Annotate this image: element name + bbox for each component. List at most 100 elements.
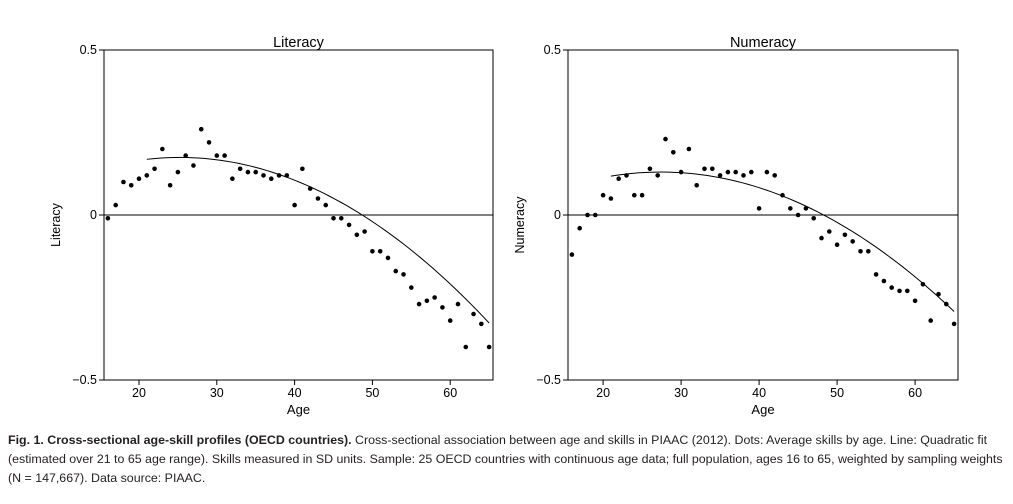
data-point: [608, 196, 614, 201]
x-tick-label: 30: [674, 386, 688, 400]
data-point: [928, 318, 933, 323]
data-point: [850, 239, 855, 244]
quadratic-fit-line: [610, 171, 955, 312]
data-point: [300, 166, 305, 172]
data-point: [671, 150, 676, 155]
data-point: [733, 169, 738, 175]
data-point: [144, 173, 150, 178]
y-tick-label: −0.5: [72, 373, 97, 387]
data-point: [338, 216, 344, 221]
data-point: [113, 202, 118, 208]
y-axis-label: Numeracy: [513, 196, 527, 254]
data-point: [920, 282, 926, 287]
data-point: [866, 249, 871, 254]
y-tick-label: 0: [90, 208, 97, 222]
data-point: [647, 166, 653, 172]
data-point: [323, 202, 329, 208]
data-point: [385, 255, 391, 261]
data-point: [710, 166, 715, 172]
data-point: [936, 291, 941, 297]
panel-literacy: [99, 49, 494, 385]
data-point: [639, 192, 645, 198]
data-point: [616, 176, 621, 181]
data-point: [432, 295, 437, 300]
data-point: [121, 179, 126, 185]
data-point: [717, 173, 723, 178]
data-point: [772, 173, 777, 178]
data-point: [331, 216, 336, 221]
data-point: [268, 176, 274, 181]
data-point: [655, 173, 660, 178]
x-tick-label: 50: [365, 386, 379, 400]
data-point: [315, 196, 321, 201]
x-tick-label: 50: [830, 386, 844, 400]
chart-title: Numeracy: [730, 35, 797, 51]
data-point: [593, 212, 598, 218]
y-tick-label: 0.5: [544, 43, 561, 57]
data-point: [214, 153, 220, 158]
data-point: [686, 146, 692, 152]
data-point: [912, 298, 918, 304]
x-tick-label: 40: [288, 386, 302, 400]
x-axis-label: Age: [751, 402, 774, 417]
data-point: [788, 206, 793, 211]
data-point: [663, 136, 668, 142]
data-point: [393, 268, 399, 274]
data-point: [230, 176, 235, 181]
data-point: [873, 272, 879, 277]
data-point: [569, 252, 575, 257]
data-point: [377, 249, 383, 254]
quadratic-fit-line: [146, 156, 490, 324]
data-point: [198, 126, 204, 132]
x-tick-label: 60: [908, 386, 922, 400]
data-point: [175, 169, 181, 175]
data-point: [897, 288, 902, 294]
x-tick-label: 40: [752, 386, 766, 400]
data-point: [447, 318, 453, 323]
data-point: [424, 298, 430, 304]
caption-text: Cross-sectional association between age …: [8, 433, 1003, 485]
caption-label: Fig. 1. Cross-sectional age-skill profil…: [8, 433, 352, 447]
x-tick-label: 20: [132, 386, 146, 400]
data-point: [105, 216, 111, 221]
data-point: [764, 169, 770, 175]
data-point: [678, 169, 684, 175]
y-axis-label: Literacy: [49, 202, 63, 247]
figure: Literacy Age Literacy 20 30 40 50 60 0.5 0 −0.5 Num…: [49, 35, 959, 417]
data-point: [152, 166, 157, 172]
data-point: [600, 192, 606, 198]
data-point: [858, 249, 863, 254]
data-point: [694, 183, 699, 188]
y-tick-label: 0: [554, 208, 561, 222]
x-tick-label: 20: [596, 386, 610, 400]
data-point: [136, 176, 142, 181]
data-point: [479, 321, 484, 327]
data-point: [951, 321, 957, 327]
data-point: [183, 153, 188, 158]
data-point: [803, 206, 809, 211]
data-point: [741, 173, 746, 178]
data-point: [346, 222, 352, 228]
data-point: [245, 169, 251, 175]
y-tick-label: 0.5: [80, 43, 97, 57]
data-point: [881, 278, 887, 284]
x-axis-label: Age: [287, 402, 310, 417]
data-point: [128, 183, 134, 188]
data-point: [440, 305, 445, 310]
data-point: [795, 212, 801, 218]
data-point: [167, 183, 173, 188]
figure-caption: Fig. 1. Cross-sectional age-skill profil…: [8, 431, 1003, 488]
data-point: [749, 169, 754, 175]
data-point: [261, 173, 266, 178]
data-point: [819, 235, 824, 241]
data-point: [632, 192, 637, 198]
data-point: [827, 229, 832, 234]
data-point: [811, 216, 816, 221]
data-point: [486, 344, 492, 350]
data-point: [191, 163, 196, 168]
data-point: [842, 232, 848, 238]
data-point: [702, 166, 707, 172]
x-tick-label: 30: [210, 386, 224, 400]
data-point: [416, 301, 422, 307]
data-point: [237, 166, 243, 172]
